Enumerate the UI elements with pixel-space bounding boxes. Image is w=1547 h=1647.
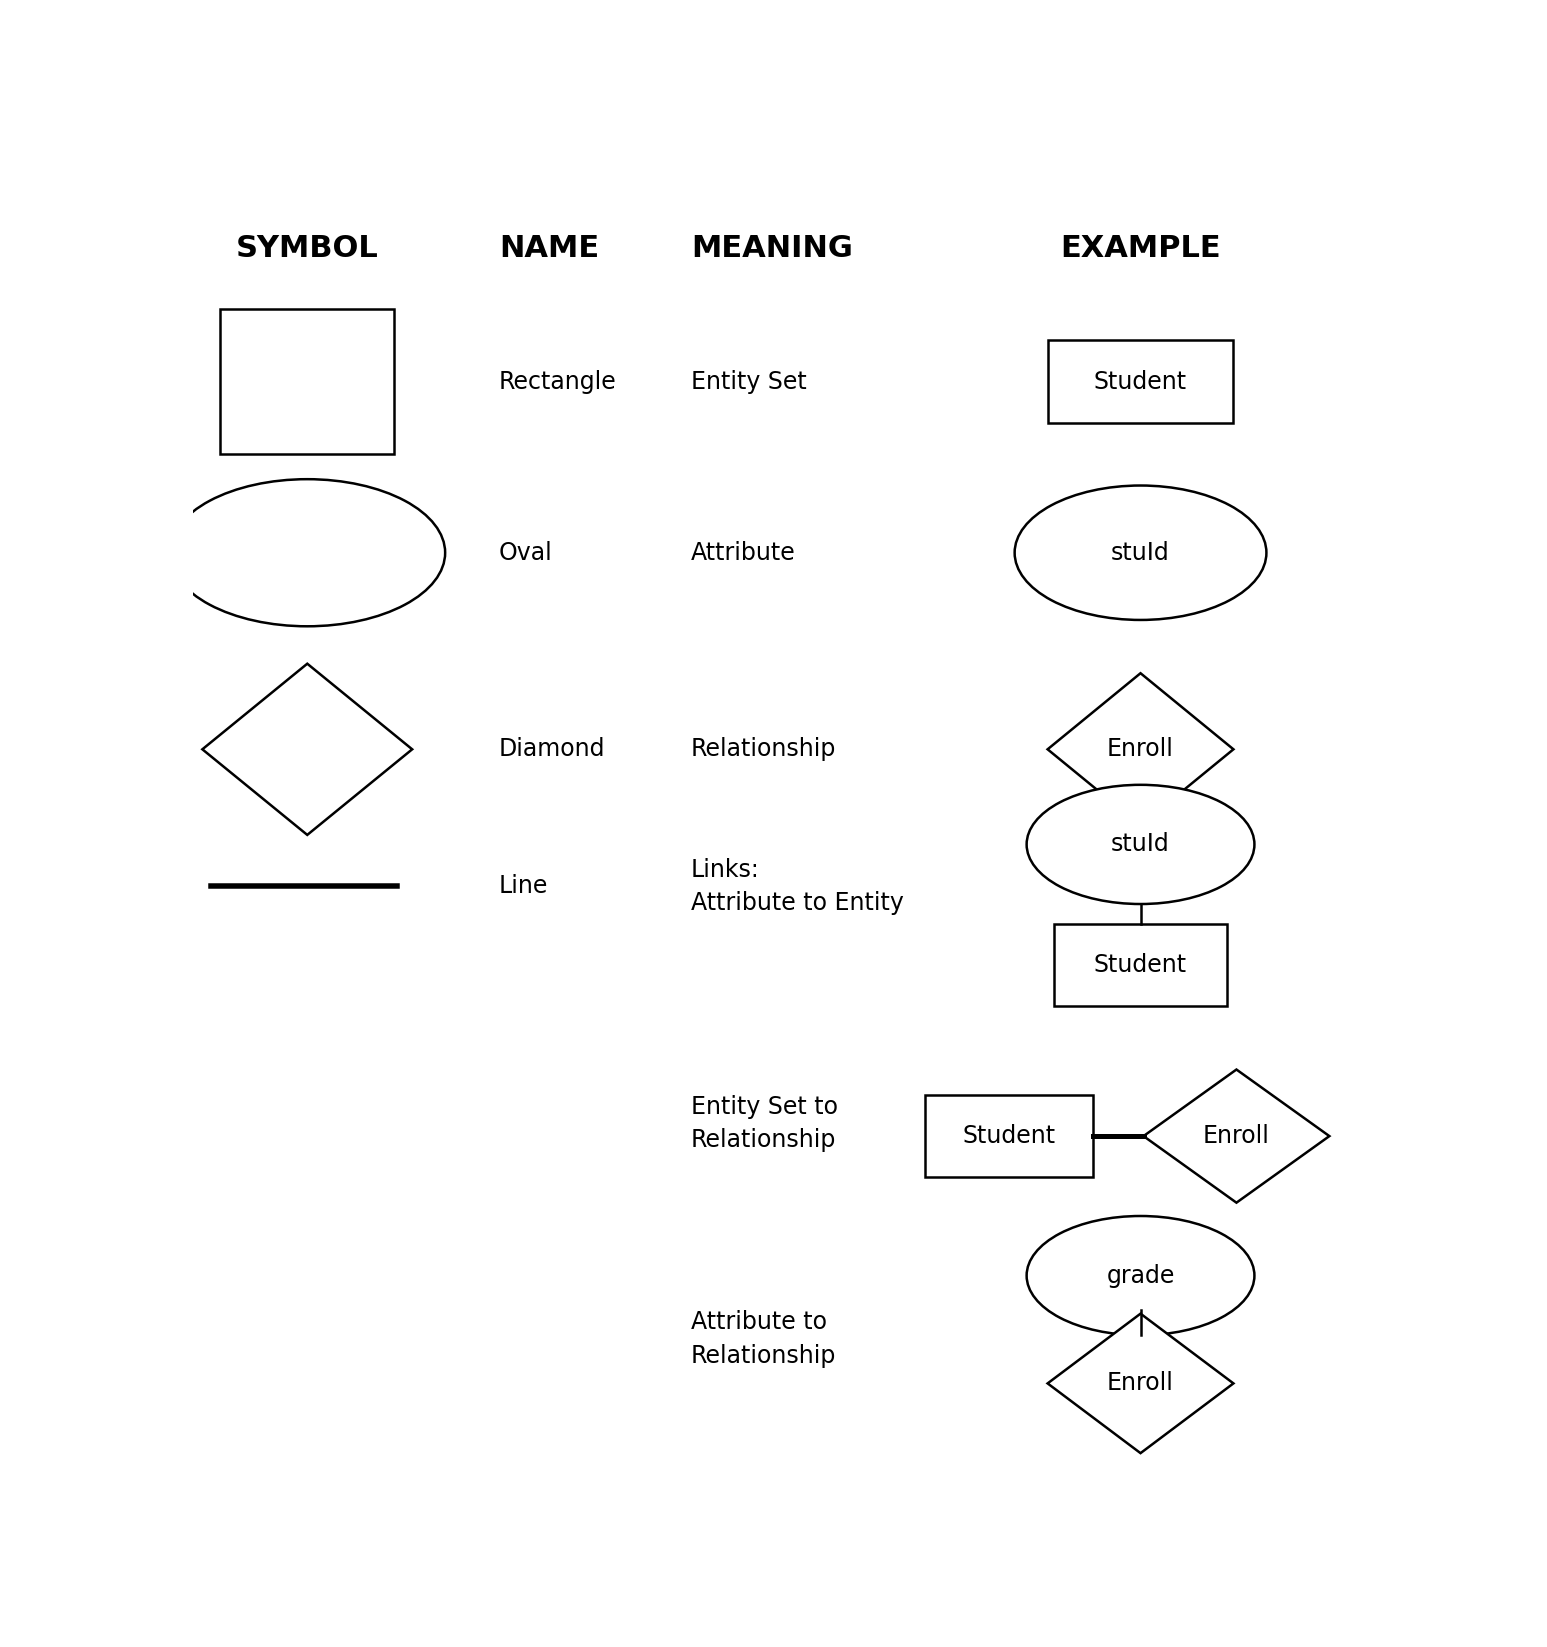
Ellipse shape (1027, 1215, 1255, 1336)
Text: Oval: Oval (500, 540, 552, 565)
FancyBboxPatch shape (925, 1095, 1092, 1178)
Text: MEANING: MEANING (692, 234, 852, 264)
Text: Rectangle: Rectangle (500, 369, 617, 394)
Ellipse shape (1015, 486, 1267, 619)
Text: Relationship: Relationship (692, 738, 837, 761)
Text: Attribute: Attribute (692, 540, 795, 565)
Text: Entity Set: Entity Set (692, 369, 806, 394)
Text: stuId: stuId (1111, 540, 1170, 565)
Text: Attribute to
Relationship: Attribute to Relationship (692, 1311, 837, 1367)
Ellipse shape (1027, 786, 1255, 904)
Text: SYMBOL: SYMBOL (235, 234, 379, 264)
Text: Student: Student (1094, 954, 1187, 977)
Text: Student: Student (962, 1125, 1055, 1148)
Text: Enroll: Enroll (1108, 738, 1174, 761)
Text: Entity Set to
Relationship: Entity Set to Relationship (692, 1095, 838, 1153)
Polygon shape (1143, 1069, 1329, 1202)
Text: Line: Line (500, 875, 549, 898)
Polygon shape (1047, 674, 1233, 825)
Polygon shape (1047, 1314, 1233, 1453)
Text: Enroll: Enroll (1108, 1372, 1174, 1395)
Text: stuId: stuId (1111, 832, 1170, 856)
Ellipse shape (170, 479, 446, 626)
Text: Diamond: Diamond (500, 738, 605, 761)
FancyBboxPatch shape (1054, 924, 1227, 1006)
Text: NAME: NAME (500, 234, 599, 264)
Text: grade: grade (1106, 1263, 1174, 1288)
Polygon shape (203, 664, 412, 835)
Text: Enroll: Enroll (1204, 1125, 1270, 1148)
Text: EXAMPLE: EXAMPLE (1060, 234, 1221, 264)
FancyBboxPatch shape (1047, 341, 1233, 423)
FancyBboxPatch shape (220, 308, 394, 455)
Text: Student: Student (1094, 369, 1187, 394)
Text: Links:
Attribute to Entity: Links: Attribute to Entity (692, 858, 903, 916)
